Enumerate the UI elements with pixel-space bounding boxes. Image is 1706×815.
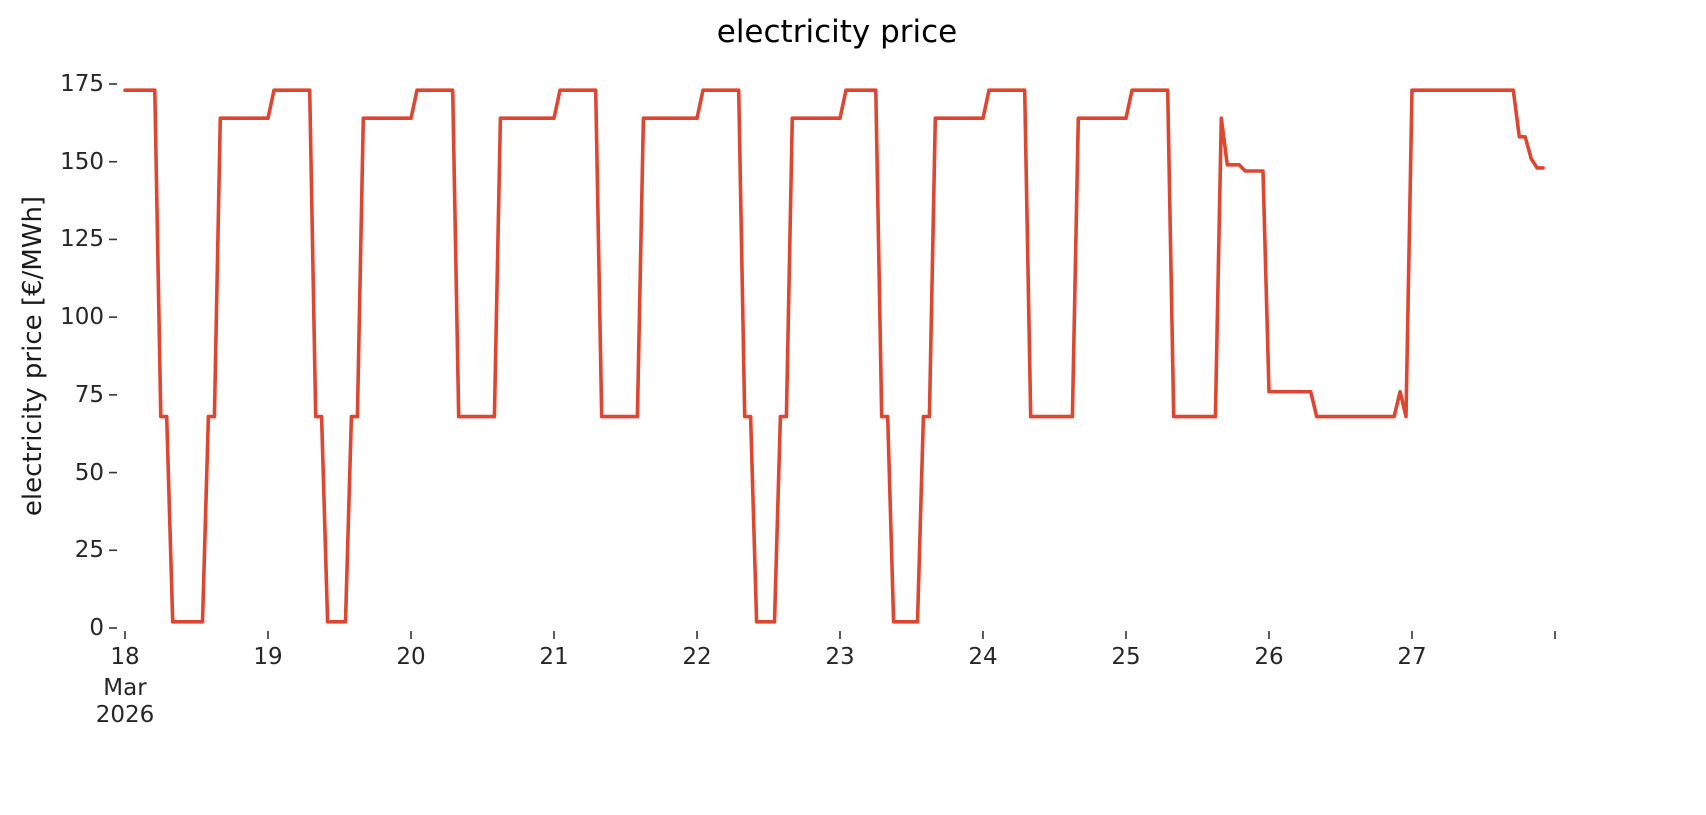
y-tick-label: 75 bbox=[74, 381, 104, 408]
y-tick-label: 50 bbox=[74, 459, 104, 486]
x-tick-label: 18 bbox=[110, 644, 140, 670]
y-tick-label: 0 bbox=[89, 615, 104, 641]
x-tick-label: 21 bbox=[539, 644, 569, 670]
y-tick-label: 100 bbox=[60, 304, 104, 331]
x-tick-label: 22 bbox=[682, 644, 712, 670]
y-tick-label: 125 bbox=[60, 226, 104, 253]
y-tick-label: 175 bbox=[60, 71, 104, 97]
x-tick-label: 25 bbox=[1111, 644, 1141, 670]
x-sub-label: 2026 bbox=[95, 702, 155, 728]
x-tick-label: 19 bbox=[253, 644, 283, 670]
x-tick-label: 27 bbox=[1397, 644, 1427, 670]
x-tick-label: 23 bbox=[825, 644, 855, 670]
y-tick-label: 25 bbox=[74, 537, 104, 564]
x-sub-label: Mar bbox=[103, 675, 147, 701]
chart-title: electricity price bbox=[716, 14, 958, 50]
price-line bbox=[123, 88, 1545, 624]
y-tick-label: 150 bbox=[60, 148, 104, 175]
x-tick-label: 20 bbox=[396, 644, 426, 670]
x-tick-label: 26 bbox=[1254, 644, 1284, 670]
x-tick-label: 24 bbox=[968, 644, 998, 670]
